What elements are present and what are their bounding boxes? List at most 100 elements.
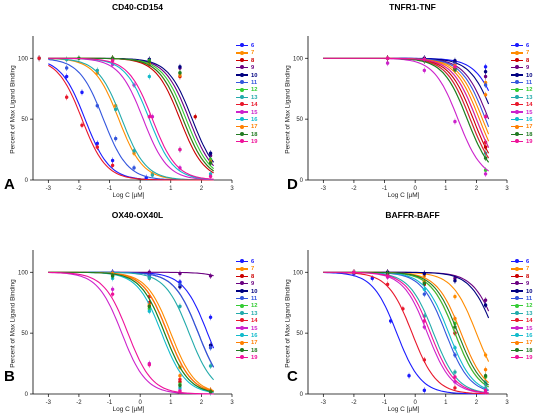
legend-label: 10 <box>526 72 533 79</box>
legend-label: 16 <box>251 332 258 339</box>
data-point-6 <box>110 158 115 163</box>
data-point-11 <box>453 353 457 357</box>
data-point-19 <box>110 292 115 296</box>
legend-label: 14 <box>251 318 258 325</box>
legend-label: 19 <box>251 355 258 362</box>
legend-item-13: 13 <box>236 95 257 102</box>
data-point-15 <box>422 68 427 73</box>
x-tick-label: 3 <box>230 400 234 406</box>
data-point-13 <box>147 276 152 281</box>
y-tick-label: 50 <box>21 331 28 337</box>
legend-label: 17 <box>251 340 258 347</box>
data-point-18 <box>208 161 213 165</box>
x-tick-label: 0 <box>413 400 417 406</box>
x-tick-label: 1 <box>169 400 173 406</box>
data-point-11 <box>422 292 427 296</box>
legend-item-10: 10 <box>511 289 532 296</box>
x-axis-label: Log C [µM] <box>112 406 145 413</box>
legend-item-7: 7 <box>511 266 532 273</box>
data-point-19 <box>422 319 427 323</box>
legend-item-11: 11 <box>511 296 532 303</box>
data-point-19 <box>483 114 488 119</box>
y-axis-label: Percent of Max Ligand Binding <box>284 279 292 368</box>
x-tick-label: 1 <box>169 186 173 192</box>
legend-swatch <box>511 65 523 70</box>
data-point-15 <box>385 61 390 65</box>
legend-item-19: 19 <box>236 139 257 146</box>
data-point-19 <box>110 58 115 63</box>
legend-swatch <box>236 72 248 77</box>
legend-label: 7 <box>251 266 255 273</box>
legend-item-9: 9 <box>511 65 532 72</box>
x-tick-label: 1 <box>444 186 448 192</box>
legend-item-14: 14 <box>511 102 532 109</box>
data-point-16 <box>422 287 427 292</box>
data-point-6 <box>80 90 84 95</box>
legend-swatch <box>511 131 523 136</box>
data-point-19 <box>385 274 390 278</box>
y-tick-label: 0 <box>25 392 29 398</box>
data-point-14 <box>453 386 457 390</box>
panel-title: OX40-OX40L <box>111 210 164 220</box>
data-point-19 <box>422 57 427 62</box>
legend-label: 11 <box>526 295 533 302</box>
legend-swatch <box>511 310 523 315</box>
legend-swatch <box>236 117 248 122</box>
legend-item-11: 11 <box>511 80 532 87</box>
legend-item-14: 14 <box>236 318 257 325</box>
x-tick-label: -2 <box>351 186 357 192</box>
legend: 6 7 8 9 10 11 12 13 14 15 16 17 18 19 <box>511 259 532 362</box>
legend-item-10: 10 <box>511 73 532 80</box>
data-point-11 <box>178 282 182 287</box>
data-point-9 <box>483 74 488 79</box>
panel-tnfr1-tnf: TNFR1-TNF D -3 -2 -1 0 1 2 3 0 50 100 6 7 8 9 10 11 12 1… <box>275 0 550 208</box>
data-point-11 <box>64 66 69 70</box>
series-curve-6 <box>323 57 490 91</box>
data-point-10 <box>483 69 488 74</box>
data-point-10 <box>483 303 488 307</box>
legend-item-11: 11 <box>236 80 257 87</box>
legend-label: 8 <box>526 273 530 280</box>
data-point-10 <box>422 271 427 276</box>
x-tick-label: -2 <box>351 400 357 406</box>
x-axis-label: Log C [µM] <box>387 406 420 413</box>
legend-label: 10 <box>526 288 533 295</box>
legend-item-15: 15 <box>511 326 532 333</box>
legend-item-13: 13 <box>511 311 532 318</box>
legend-label: 18 <box>526 131 533 138</box>
legend-item-7: 7 <box>236 266 257 273</box>
data-point-14 <box>385 282 390 287</box>
x-tick-label: 3 <box>505 186 509 192</box>
legend-swatch <box>236 347 248 352</box>
panel-title: CD40-CD154 <box>111 2 164 12</box>
series-curve-13 <box>48 57 214 181</box>
legend-item-10: 10 <box>236 73 257 80</box>
series-curve-15 <box>323 271 489 394</box>
legend-label: 14 <box>251 102 258 109</box>
x-tick-label: -3 <box>46 400 52 406</box>
plot-area: -3 -2 -1 0 1 2 3 0 50 100 <box>293 250 509 406</box>
data-point-13 <box>453 370 457 374</box>
plot-area: -3 -2 -1 0 1 2 3 0 50 100 <box>18 36 234 192</box>
data-point-11 <box>483 83 488 87</box>
legend: 6 7 8 9 10 11 12 13 14 15 16 17 18 19 <box>236 43 257 146</box>
data-point-19 <box>453 65 457 69</box>
data-point-6 <box>422 388 427 393</box>
legend-swatch <box>511 333 523 338</box>
legend-label: 11 <box>251 79 258 86</box>
series-curve-17 <box>323 57 490 142</box>
legend-item-14: 14 <box>511 318 532 325</box>
legend-item-16: 16 <box>511 117 532 124</box>
legend-swatch <box>511 288 523 293</box>
data-point-18 <box>110 274 115 278</box>
y-tick-label: 50 <box>296 331 303 337</box>
plot-area: -3 -2 -1 0 1 2 3 0 50 100 <box>293 36 509 192</box>
series-curve-12 <box>48 57 214 170</box>
legend-swatch <box>236 109 248 114</box>
legend-swatch <box>511 325 523 330</box>
legend-swatch <box>511 43 523 48</box>
legend-swatch <box>236 50 248 55</box>
data-point-7 <box>453 294 457 299</box>
data-point-6 <box>64 74 69 79</box>
data-point-18 <box>422 281 427 285</box>
